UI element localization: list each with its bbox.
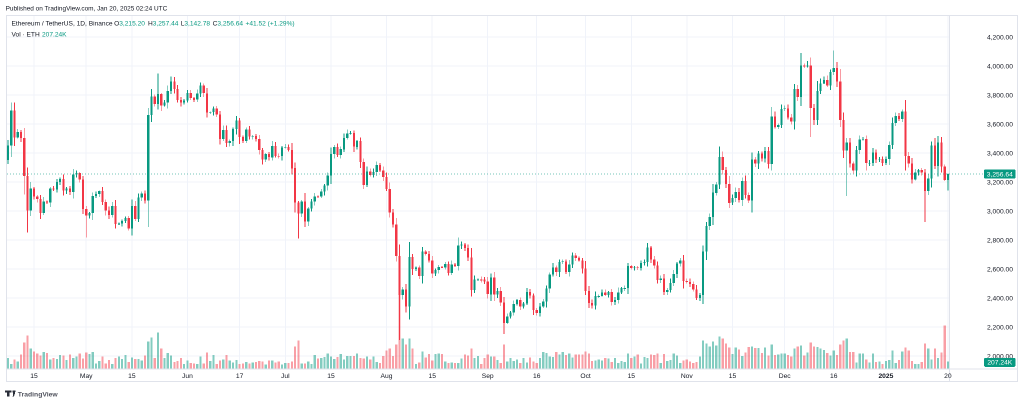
svg-text:15: 15 (729, 373, 737, 380)
svg-text:3,800.00: 3,800.00 (987, 92, 1013, 99)
svg-text:3,256.64: 3,256.64 (987, 171, 1013, 178)
svg-text:4,200.00: 4,200.00 (987, 34, 1013, 41)
svg-text:15: 15 (128, 373, 136, 380)
svg-text:C3,256.64: C3,256.64 (213, 20, 244, 27)
svg-text:Ethereum / TetherUS, 1D, Binan: Ethereum / TetherUS, 1D, Binance (12, 20, 113, 27)
svg-text:3,000.00: 3,000.00 (987, 208, 1013, 215)
svg-text:15: 15 (428, 373, 436, 380)
svg-text:2,200.00: 2,200.00 (987, 324, 1013, 331)
svg-text:15: 15 (327, 373, 335, 380)
svg-text:2025: 2025 (878, 373, 893, 380)
svg-text:2,800.00: 2,800.00 (987, 237, 1013, 244)
svg-text:207.24K: 207.24K (987, 360, 1012, 367)
svg-text:Dec: Dec (779, 373, 792, 380)
svg-text:207.24K: 207.24K (42, 31, 67, 38)
svg-text:May: May (80, 373, 93, 380)
svg-text:2,400.00: 2,400.00 (987, 295, 1013, 302)
svg-text:3,400.00: 3,400.00 (987, 150, 1013, 157)
svg-text:H3,257.44: H3,257.44 (148, 20, 179, 27)
svg-text:20: 20 (944, 373, 952, 380)
svg-text:TradingView: TradingView (18, 391, 59, 398)
svg-text:Nov: Nov (681, 373, 694, 380)
svg-text:Jun: Jun (182, 373, 193, 380)
svg-text:Sep: Sep (482, 373, 494, 380)
svg-text:15: 15 (628, 373, 636, 380)
svg-text:16: 16 (533, 373, 541, 380)
svg-text:L3,142.78: L3,142.78 (181, 20, 211, 27)
svg-text:3,600.00: 3,600.00 (987, 121, 1013, 128)
svg-text:2,600.00: 2,600.00 (987, 266, 1013, 273)
svg-text:+41.52 (+1.29%): +41.52 (+1.29%) (246, 20, 295, 27)
svg-text:Vol · ETH: Vol · ETH (12, 31, 40, 38)
svg-text:Jul: Jul (281, 373, 290, 380)
svg-text:Aug: Aug (381, 373, 393, 380)
svg-text:Oct: Oct (580, 373, 591, 380)
svg-text:16: 16 (830, 373, 838, 380)
svg-text:Published on TradingView.com,: Published on TradingView.com, Jan 20, 20… (6, 5, 168, 12)
svg-text:17: 17 (236, 373, 244, 380)
svg-text:O3,215.20: O3,215.20 (114, 20, 145, 27)
svg-text:4,000.00: 4,000.00 (987, 63, 1013, 70)
svg-text:2,000.00: 2,000.00 (987, 353, 1013, 360)
svg-text:15: 15 (30, 373, 38, 380)
svg-text:3,200.00: 3,200.00 (987, 179, 1013, 186)
